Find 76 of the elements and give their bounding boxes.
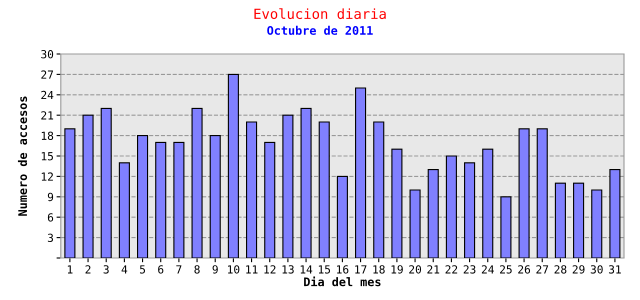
y-axis-title: Numero de accesos xyxy=(18,96,28,216)
x-tick-label: 21 xyxy=(427,265,440,274)
bar xyxy=(500,196,512,258)
x-tick-label: 13 xyxy=(282,265,294,274)
x-tick-label: 9 xyxy=(212,265,218,274)
bar xyxy=(518,128,530,258)
x-tick-label: 8 xyxy=(194,265,200,274)
bar xyxy=(609,169,620,258)
bar xyxy=(137,135,148,258)
x-tick-label: 11 xyxy=(246,265,258,274)
bar xyxy=(118,162,130,258)
y-tick-label: 15 xyxy=(42,152,53,160)
bar xyxy=(336,176,348,258)
bar xyxy=(246,121,258,258)
x-tick-label: 18 xyxy=(373,265,385,274)
x-tick-label: 7 xyxy=(176,265,182,274)
bar xyxy=(573,182,584,258)
x-axis-title: Dia del mes xyxy=(304,276,381,286)
y-tick-label: 24 xyxy=(41,90,54,100)
bar xyxy=(264,142,276,258)
y-tick-label: 18 xyxy=(42,132,54,140)
bar xyxy=(591,189,602,258)
x-tick-label: 17 xyxy=(355,265,366,274)
bar xyxy=(536,128,548,258)
bar xyxy=(282,114,294,258)
x-tick-label: 14 xyxy=(300,265,312,274)
y-tick-label: 30 xyxy=(41,50,54,58)
x-tick-label: 28 xyxy=(554,265,566,274)
bar xyxy=(318,121,330,258)
chart-title: Evolucion diaria xyxy=(254,8,386,20)
y-tick-label: 21 xyxy=(41,111,54,120)
bar xyxy=(228,74,239,258)
bar xyxy=(173,142,184,258)
bar xyxy=(210,135,221,258)
x-tick-label: 12 xyxy=(264,265,276,274)
bar xyxy=(482,148,494,258)
bar xyxy=(355,87,366,258)
bar xyxy=(410,189,421,258)
bar xyxy=(82,114,94,258)
x-tick-label: 4 xyxy=(122,265,128,274)
y-tick-label: 12 xyxy=(42,172,53,181)
bar xyxy=(428,169,439,258)
x-tick-label: 27 xyxy=(536,265,548,274)
y-tick-label: 6 xyxy=(48,213,54,222)
x-tick-label: 1 xyxy=(68,265,72,274)
x-tick-label: 15 xyxy=(318,265,330,274)
y-tick-label: 27 xyxy=(41,70,54,79)
bar xyxy=(446,155,457,258)
x-tick-label: 29 xyxy=(572,265,585,274)
bar xyxy=(100,108,112,258)
bar xyxy=(554,182,566,258)
x-tick-label: 25 xyxy=(500,265,512,274)
y-tick-label: 3 xyxy=(48,234,54,242)
bar xyxy=(155,142,166,258)
x-tick-label: 23 xyxy=(464,265,476,274)
x-tick-label: 10 xyxy=(228,265,240,274)
bar xyxy=(464,162,476,258)
x-tick-label: 3 xyxy=(104,265,109,274)
x-tick-label: 20 xyxy=(409,265,422,274)
x-tick-label: 19 xyxy=(392,265,403,274)
x-tick-label: 24 xyxy=(482,265,494,274)
x-tick-label: 2 xyxy=(86,265,90,274)
x-tick-label: 30 xyxy=(590,265,603,274)
bar xyxy=(373,121,384,258)
x-tick-label: 26 xyxy=(518,265,530,274)
x-tick-label: 16 xyxy=(337,265,348,274)
chart-subtitle: Octubre de 2011 xyxy=(267,26,373,35)
x-tick-label: 5 xyxy=(140,265,146,274)
x-tick-label: 6 xyxy=(158,265,164,274)
bar xyxy=(300,108,312,258)
bar xyxy=(192,108,203,258)
bar xyxy=(64,128,76,258)
bar xyxy=(391,148,402,258)
x-tick-label: 31 xyxy=(608,265,621,274)
x-tick-label: 22 xyxy=(446,265,458,274)
y-tick-label: 9 xyxy=(48,192,54,202)
